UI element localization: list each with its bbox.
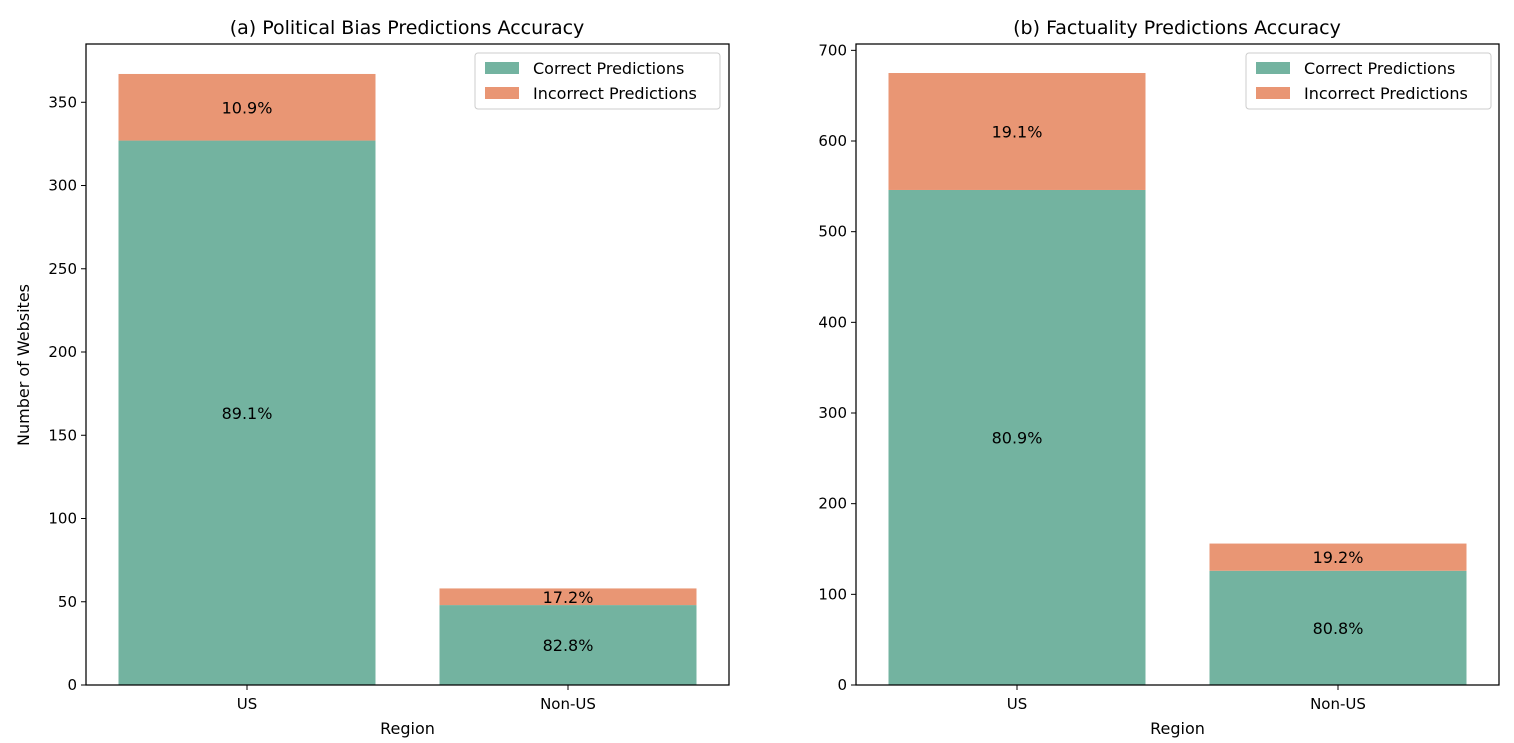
chart-title: (b) Factuality Predictions Accuracy: [1013, 17, 1341, 39]
x-tick-label: Non-US: [1310, 695, 1366, 713]
y-tick-label: 400: [818, 313, 847, 331]
legend: Correct Predictions Incorrect Predictions: [1245, 52, 1492, 110]
legend-label: Correct Predictions: [1304, 59, 1455, 78]
bar-value-label: 19.2%: [1313, 548, 1364, 567]
x-axis-label: Region: [1150, 719, 1205, 738]
axes-frame: [855, 43, 1500, 686]
bar-value-label: 80.9%: [992, 428, 1043, 447]
y-tick-label: 350: [48, 93, 77, 111]
bar-incorrect-non-us: [1209, 543, 1467, 571]
legend-swatch: [485, 62, 519, 74]
x-tick-label: Non-US: [540, 695, 596, 713]
y-tick-label: 150: [48, 426, 77, 444]
bar-value-label: 10.9%: [222, 98, 273, 117]
y-tick-label: 300: [48, 177, 77, 195]
y-tick-label: 700: [818, 41, 847, 59]
chart-title: (a) Political Bias Predictions Accuracy: [230, 17, 585, 39]
y-tick-label: 250: [48, 260, 77, 278]
x-axis-label: Region: [380, 719, 435, 738]
y-tick-label: 50: [58, 593, 77, 611]
legend-swatch: [1256, 62, 1290, 74]
legend-frame: [1245, 52, 1492, 110]
y-tick-label: 500: [818, 223, 847, 241]
legend-label: Incorrect Predictions: [533, 84, 697, 103]
bar-value-label: 17.2%: [543, 588, 594, 607]
y-tick-label: 0: [837, 676, 847, 694]
y-tick-label: 200: [48, 343, 77, 361]
y-tick-label: 0: [67, 676, 77, 694]
legend-label: Incorrect Predictions: [1304, 84, 1468, 103]
x-tick-label: US: [1007, 695, 1028, 713]
legend-swatch: [485, 87, 519, 99]
bar-correct-non-us: [439, 605, 697, 685]
bar-incorrect-us: [118, 73, 376, 141]
bar-value-label: 89.1%: [222, 404, 273, 423]
legend: Correct Predictions Incorrect Predictions: [474, 52, 721, 110]
bar-incorrect-non-us: [439, 588, 697, 606]
bar-correct-us: [888, 189, 1146, 686]
y-tick-label: 100: [48, 510, 77, 528]
bar-correct-us: [118, 140, 376, 686]
y-tick-label: 300: [818, 404, 847, 422]
bar-correct-non-us: [1209, 570, 1467, 685]
bar-value-label: 82.8%: [543, 636, 594, 655]
y-tick-label: 600: [818, 132, 847, 150]
bar-value-label: 19.1%: [992, 122, 1043, 141]
bar-incorrect-us: [888, 73, 1146, 190]
y-axis-label: Number of Websites: [14, 284, 33, 446]
axes-frame: [85, 43, 730, 686]
bar-value-label: 80.8%: [1313, 619, 1364, 638]
legend-swatch: [1256, 87, 1290, 99]
chart-panel-political-bias: (a) Political Bias Predictions Accuracy 8…: [48, 17, 730, 738]
legend-label: Correct Predictions: [533, 59, 684, 78]
x-tick-label: US: [237, 695, 258, 713]
y-tick-label: 200: [818, 495, 847, 513]
chart-panel-factuality: (b) Factuality Predictions Accuracy 80.9%…: [818, 17, 1500, 738]
y-tick-label: 100: [818, 585, 847, 603]
legend-frame: [474, 52, 721, 110]
